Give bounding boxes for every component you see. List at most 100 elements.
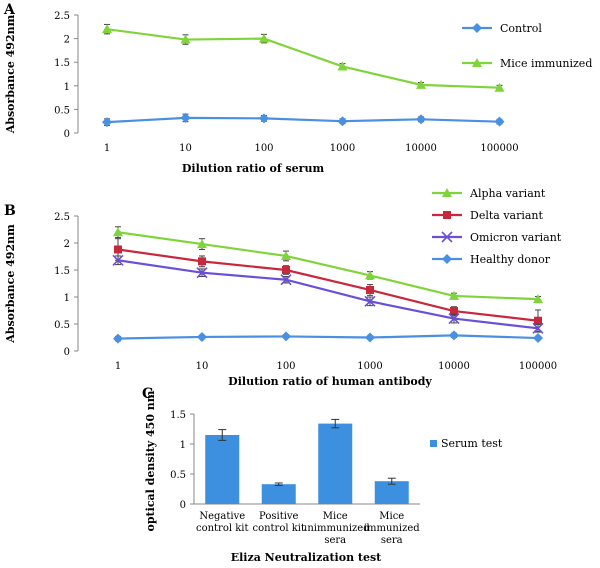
- panel-a-series-control-point-1: [180, 112, 191, 123]
- panel-c-xtick-label-3-line-0: Mice: [379, 511, 404, 522]
- panel-b-ytick-label-5: 2.5: [54, 212, 70, 223]
- panel-b-series-omicron-variant: [112, 254, 544, 334]
- panel-a-ytick-label-5: 2.5: [54, 11, 70, 22]
- panel-a-legend-item-1: Mice immunized: [462, 57, 592, 70]
- panel-a-series-control-point-2: [259, 113, 269, 124]
- panel-c-xtick-label-3-line-2: sera: [381, 535, 403, 546]
- panel-c-ylabel: optical density 450 nm: [144, 390, 157, 531]
- panel-c-legend-item-0: Serum test: [430, 437, 503, 450]
- panel-a-series-mice-immunized: [102, 23, 505, 92]
- panel-b-series-healthy-donor-point-0: [113, 333, 123, 344]
- panel-b-series-alpha-variant-point-3: [365, 270, 375, 280]
- panel-c-legend-label-0: Serum test: [441, 437, 503, 450]
- panel-b-series-healthy-donor-line: [117, 334, 539, 340]
- panel-c-xtick-label-1-line-0: Positive: [259, 511, 299, 522]
- panel-a-xtick-label-2: 100: [254, 143, 273, 154]
- panel-b-legend-marker-0: [442, 188, 452, 197]
- panel-b: B 0 0.5 1 1.5 2 2.5 1 10 100 1000 10000 100000 Alph…: [4, 187, 562, 388]
- panel-b-xtick-label-5: 100000: [519, 361, 557, 372]
- panel-b-series-healthy-donor-point-2: [281, 331, 291, 342]
- panel-a-ytick-label-4: 2: [64, 35, 70, 46]
- panel-a-legend-item-0: Control: [462, 22, 542, 35]
- panel-a-series-control-point-4: [416, 114, 426, 125]
- panel-b-ytick-label-1: 0.5: [54, 320, 70, 331]
- panel-b-legend-label-3: Healthy donor: [470, 253, 551, 266]
- panel-c-ytick-label-1: 0.5: [170, 470, 186, 481]
- panel-b-series-healthy-donor-point-3: [365, 332, 375, 343]
- panel-a-ytick-label-2: 1: [64, 82, 70, 93]
- panel-c-xtick-label-2: Mice unimmunized sera: [301, 511, 370, 546]
- panel-a-series-mice-immunized-point-1: [180, 34, 191, 44]
- panel-b-series-omicron-variant-point-2-stroke-2: [280, 274, 292, 286]
- panel-b-series-delta-variant-point-5: [534, 316, 542, 325]
- panel-b-series-alpha-variant-point-5: [533, 294, 543, 304]
- panel-a-series-control-point-0: [102, 117, 112, 128]
- panel-a-legend-marker-1: [472, 58, 482, 67]
- panel-b-series-delta-variant-line: [117, 248, 539, 322]
- panel-b-legend-label-1: Delta variant: [470, 209, 544, 222]
- panel-b-series-omicron-variant-point-3: [364, 295, 376, 307]
- panel-c-ytick-label-2: 1: [180, 440, 186, 451]
- panel-c-errorbar-3: [387, 477, 396, 485]
- panel-c-xtick-label-2-line-0: Mice: [323, 511, 348, 522]
- panel-a-series-mice-immunized-point-5: [494, 82, 505, 92]
- panel-c-bar-3: [374, 481, 409, 504]
- panel-b-series-omicron-variant-point-1: [196, 267, 208, 279]
- panel-b-legend-label-2: Omicron variant: [470, 231, 562, 244]
- panel-b-series-omicron-variant-point-5: [532, 322, 544, 334]
- panel-a-legend-marker-0: [472, 23, 482, 33]
- panel-b-legend-marker-1: [443, 211, 451, 219]
- panel-a-legend-label-1: Mice immunized: [500, 57, 592, 70]
- panel-c-xtick-label-0-line-1: control kit: [196, 523, 249, 534]
- panel-a-xtick-label-1: 10: [179, 143, 192, 154]
- panel-a-ytick-label-0: 0: [64, 129, 70, 140]
- panel-b-series-delta-variant-point-3: [366, 285, 374, 294]
- panel-b-series-omicron-variant-point-3-stroke-2: [364, 295, 376, 307]
- panel-b-xtick-label-3: 1000: [357, 361, 382, 372]
- panel-a-series-control-point-3: [337, 116, 348, 127]
- panel-b-series-omicron-variant-line: [117, 259, 539, 330]
- panel-b-ytick-label-4: 2: [64, 239, 70, 250]
- panel-c-ytick-label-0: 0: [180, 500, 186, 511]
- panel-b-xtick-label-1: 10: [196, 361, 209, 372]
- panel-c-errorbar-1: [274, 482, 283, 486]
- panel-b-series-alpha-variant-point-2: [281, 250, 291, 260]
- panel-a-series-mice-immunized-point-4: [416, 79, 426, 89]
- panel-b-legend-item-1: Delta variant: [432, 209, 544, 222]
- panel-b-series-alpha-variant-point-0: [113, 227, 123, 237]
- panel-b-series-omicron-variant-point-0-stroke-2: [112, 254, 124, 266]
- panel-a-ylabel: Absorbance 492nm: [4, 14, 17, 134]
- panel-a-legend-label-0: Control: [500, 22, 542, 35]
- panel-c-xtick-label-1: Positive control kit: [252, 511, 305, 534]
- panel-a-series-mice-immunized-point-3: [337, 61, 348, 71]
- panel-b-series-omicron-variant-point-4-stroke-2: [448, 313, 460, 325]
- panel-b-series-delta-variant-point-2: [282, 266, 290, 274]
- panel-b-ytick-label-0: 0: [64, 347, 70, 358]
- panel-c-xtick-label-0-line-0: Negative: [199, 511, 245, 522]
- panel-b-series-omicron-variant-point-0: [112, 254, 124, 266]
- panel-a-xlabel: Dilution ratio of serum: [182, 162, 325, 175]
- panel-c-bar-1: [261, 484, 296, 504]
- panel-a-ytick-label-1: 0.5: [54, 105, 70, 116]
- panel-b-series-healthy-donor: [113, 330, 543, 344]
- panel-a-letter: A: [3, 2, 16, 18]
- panel-a-series-control-line: [106, 116, 500, 124]
- panel-b-xlabel: Dilution ratio of human antibody: [228, 375, 432, 388]
- panel-c-letter: C: [142, 386, 153, 402]
- panel-c-xtick-label-1-line-1: control kit: [252, 523, 305, 534]
- panel-c-xtick-label-0: Negative control kit: [196, 511, 249, 534]
- panel-b-legend-marker-2-stroke-2: [441, 231, 453, 243]
- panel-c-bar-2: [318, 423, 353, 504]
- panel-b-letter: B: [4, 203, 16, 219]
- panel-a-xtick-label-5: 100000: [480, 143, 518, 154]
- panel-a-series-control: [102, 112, 505, 128]
- panel-c-errorbar-0: [218, 429, 227, 441]
- panel-b-series-alpha-variant-point-4: [449, 290, 459, 300]
- panel-a-series-control-point-5: [494, 116, 505, 127]
- panel-b-series-omicron-variant-point-2: [280, 274, 292, 286]
- panel-c-legend-swatch-0: [430, 440, 437, 447]
- panel-b-series-delta-variant-point-1: [198, 257, 206, 266]
- panel-b-ytick-label-3: 1.5: [54, 266, 70, 277]
